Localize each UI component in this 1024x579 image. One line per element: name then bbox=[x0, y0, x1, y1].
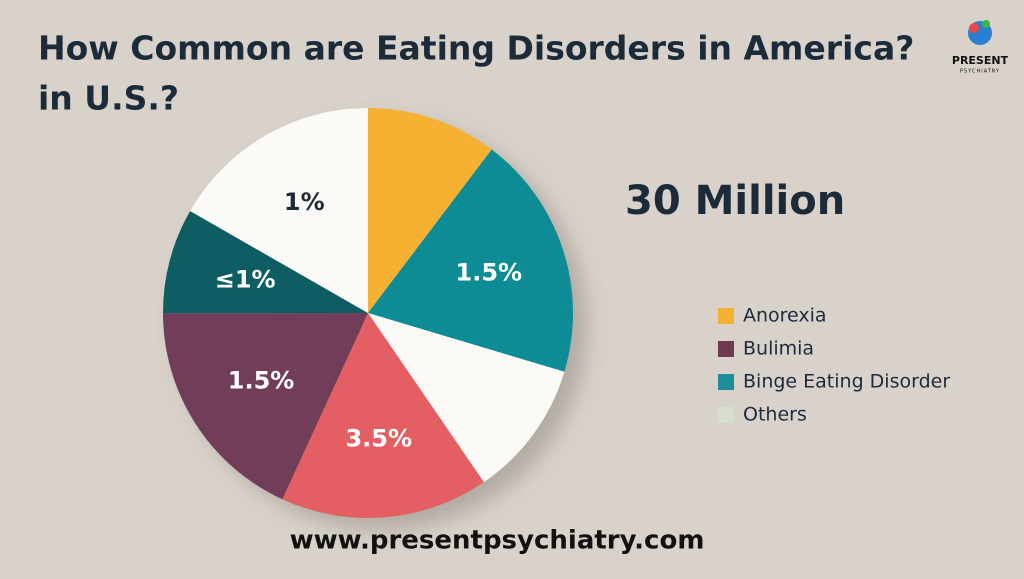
logo-icon-dot bbox=[982, 20, 990, 28]
slice-label: 1% bbox=[284, 188, 325, 216]
pie bbox=[163, 107, 573, 518]
pie-slice bbox=[163, 211, 368, 314]
legend-label: Bulimia bbox=[743, 338, 814, 360]
logo-name: PRESENT bbox=[952, 54, 1009, 67]
logo: PRESENT PSYCHIATRY bbox=[952, 20, 1009, 75]
legend-label: Binge Eating Disorder bbox=[743, 371, 950, 393]
legend: Anorexia Bulimia Binge Eating Disorder Othe… bbox=[718, 305, 950, 426]
slice-label: 1.5% bbox=[228, 367, 295, 395]
pie-labels: 1.5% 3.5% 1.5% ≤1% 1% bbox=[215, 188, 522, 453]
pie-slice bbox=[190, 107, 368, 313]
slice-label: ≤1% bbox=[215, 265, 276, 293]
pie-slice bbox=[368, 149, 573, 372]
legend-swatch bbox=[718, 374, 734, 390]
legend-label: Anorexia bbox=[743, 305, 827, 327]
headline: 30 Million bbox=[625, 178, 845, 224]
legend-swatch bbox=[718, 341, 734, 357]
footer-url: www.presentpsychiatry.com bbox=[290, 526, 705, 556]
slice-label: 1.5% bbox=[456, 258, 523, 286]
pie-slice bbox=[368, 313, 565, 483]
pie-slice bbox=[282, 313, 484, 518]
pie-slice bbox=[368, 108, 492, 313]
subtitle: in U.S.? bbox=[38, 79, 179, 118]
legend-swatch bbox=[718, 308, 734, 324]
pie-slice bbox=[163, 313, 368, 500]
legend-label: Others bbox=[743, 404, 807, 426]
logo-tagline: PSYCHIATRY bbox=[960, 69, 1000, 75]
title: How Common are Eating Disorders in Ameri… bbox=[38, 29, 914, 68]
legend-swatch bbox=[718, 407, 734, 423]
slice-label: 3.5% bbox=[345, 425, 412, 453]
logo-icon-dot bbox=[969, 23, 979, 33]
